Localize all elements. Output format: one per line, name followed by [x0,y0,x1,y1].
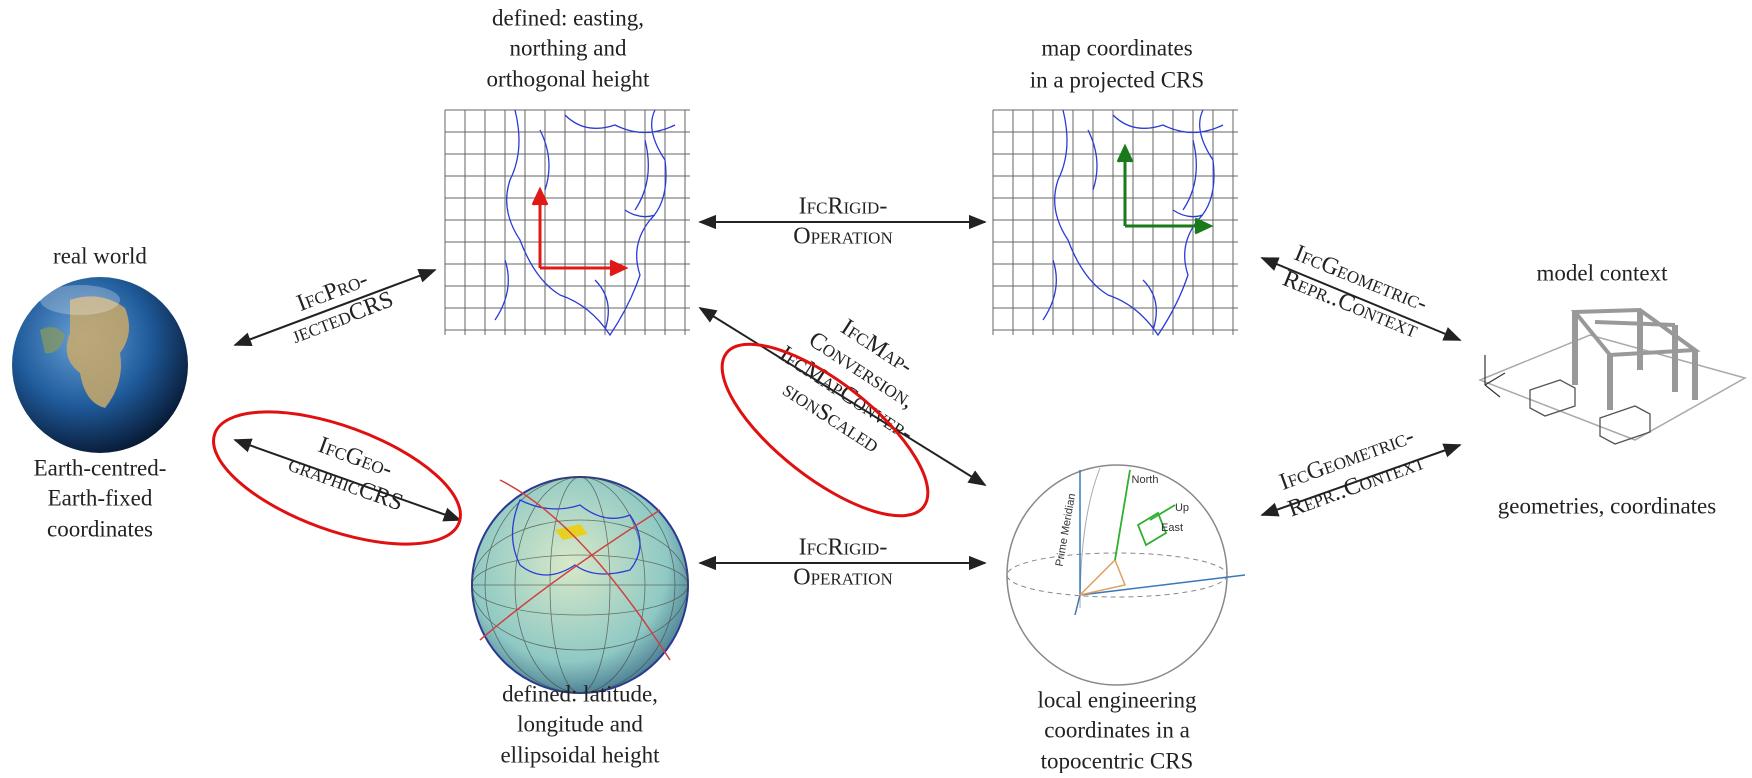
sphere-label: East [1161,522,1183,534]
node-caption: topocentric CRS [1041,748,1194,773]
node-title: northing and [510,35,627,60]
node-title: orthogonal height [487,66,650,91]
sphere-label: Prime Meridian [1054,493,1079,568]
topocentric-sphere [1007,465,1245,685]
edge-label: IfcGeo- graphicCRS [285,425,416,517]
node-title: model context [1537,260,1669,285]
node-caption: ellipsoidal height [500,742,660,767]
node-caption: Earth-centred- [34,455,167,480]
node-title: real world [53,243,147,268]
node-caption: coordinates in a [1044,717,1190,742]
node-title: in a projected CRS [1030,67,1204,92]
diagram: real world Earth-centred- Earth-fixed co… [0,0,1752,773]
model-drawing [1480,310,1745,444]
map-axes [533,190,625,275]
node-caption: longitude and [517,711,643,736]
edge-label-line: IfcRigid- [799,194,888,220]
node-caption: local engineering [1037,687,1197,712]
map-grid [445,110,690,335]
edge-label-line: Operation [793,565,893,591]
page: { "nodes": { "earth": {"title": "real wo… [0,0,1752,773]
map-coastline [540,130,648,330]
sphere-label: Up [1175,502,1189,514]
sphere-label: North [1132,474,1159,486]
edge-label-line: IfcRigid- [799,535,888,561]
node-title: defined: easting, [492,5,644,30]
edge-label: IfcGeometric- Repr..Context [1275,423,1429,523]
map-coastline [1088,130,1196,330]
node-title: map coordinates [1041,35,1192,60]
earth-globe [12,277,188,453]
edge-label: IfcPro- jectedCRS [278,260,397,349]
node-caption: coordinates [47,516,153,541]
node-caption: geometries, coordinates [1498,493,1716,518]
geographic-globe [472,477,688,693]
node-caption: Earth-fixed [48,485,153,510]
edge-label: IfcGeometric- Repr..Context [1279,240,1433,344]
edge-label-line: Operation [793,224,893,250]
node-caption: defined: latitude, [502,681,658,706]
